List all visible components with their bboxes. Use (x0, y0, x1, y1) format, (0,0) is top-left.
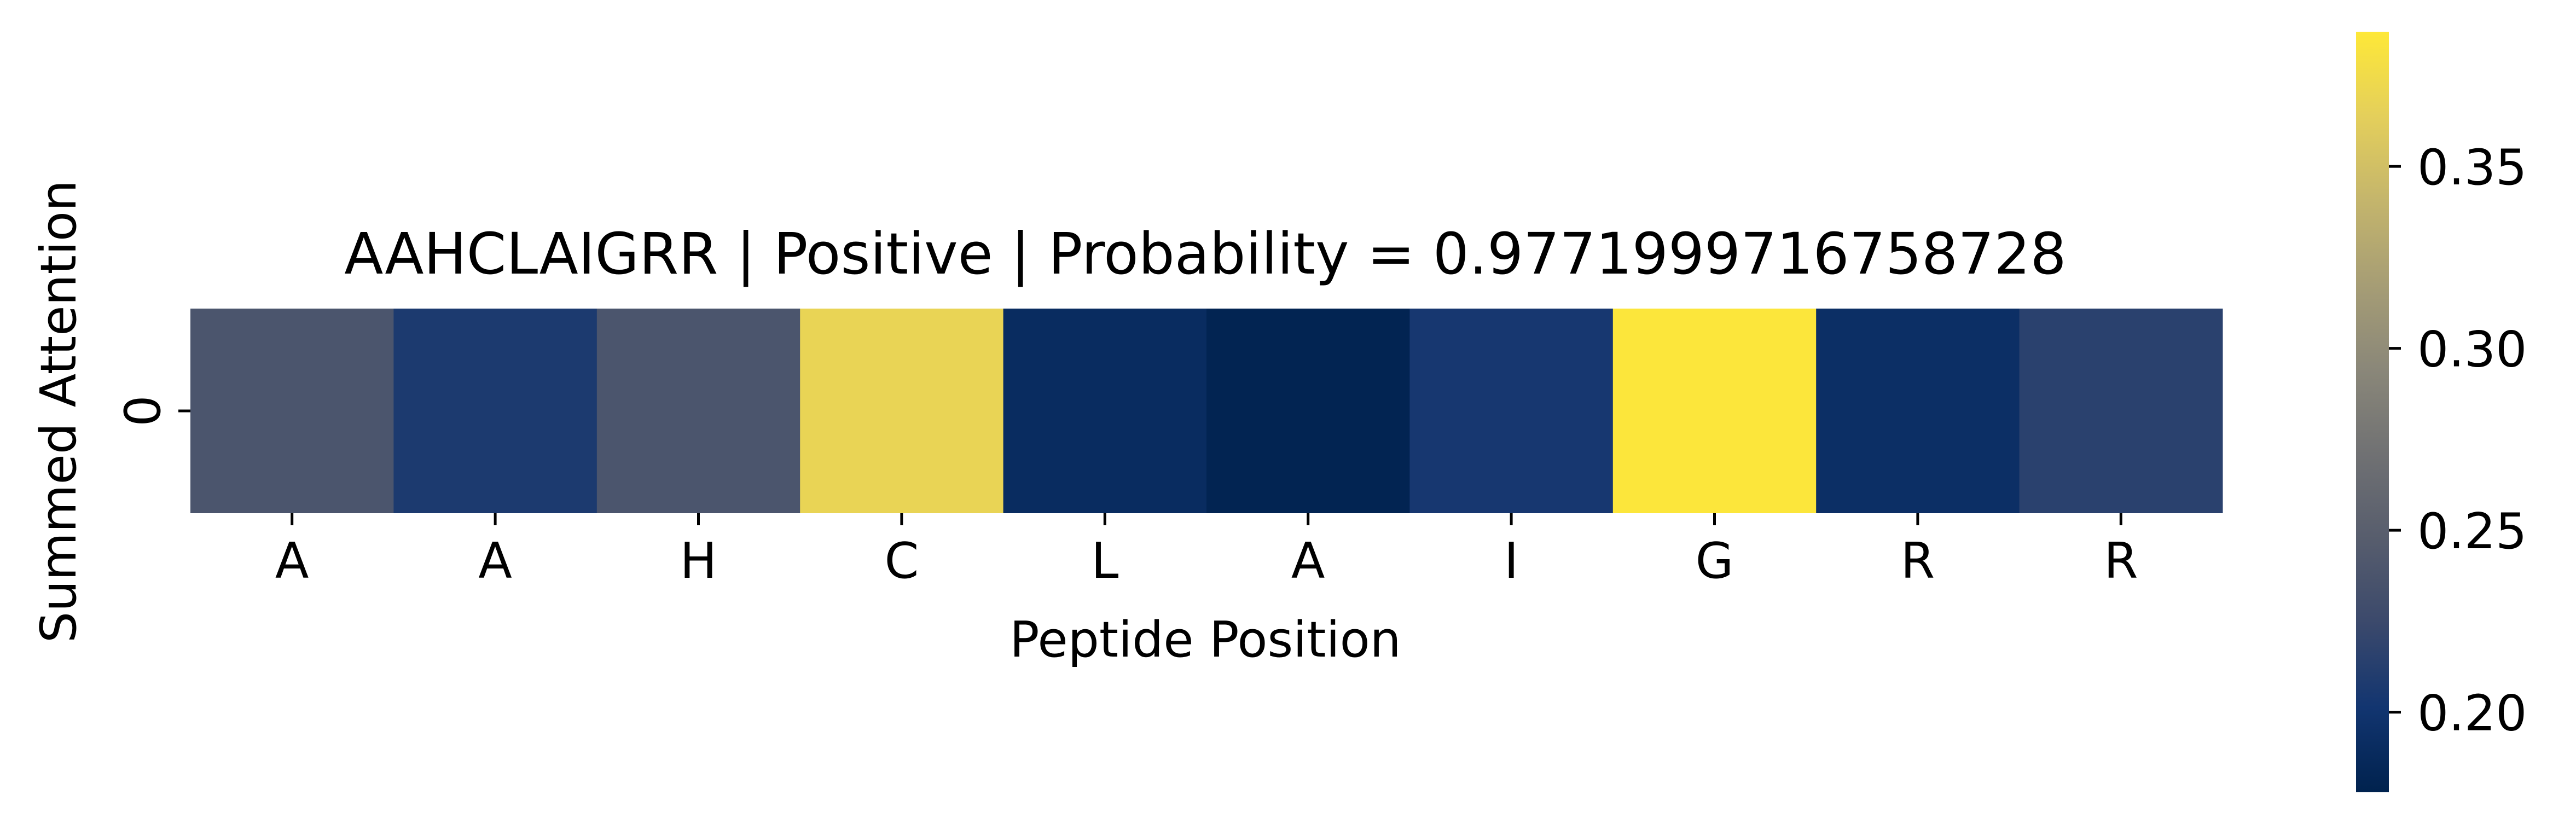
colorbar-tick-label: 0.30 (2417, 321, 2527, 379)
colorbar (2356, 32, 2389, 792)
heatmap-cell (1003, 309, 1207, 513)
heatmap-cell (2019, 309, 2223, 513)
y-axis-label: Summed Attention (30, 180, 88, 643)
chart-title: AAHCLAIGRR | Positive | Probability = 0.… (344, 220, 2066, 287)
colorbar-tick-label: 0.35 (2417, 139, 2527, 196)
heatmap-cell (1612, 309, 1817, 513)
colorbar-tick-label: 0.20 (2417, 685, 2527, 742)
x-tick-label: A (1291, 532, 1325, 590)
x-tick-label: L (1091, 532, 1118, 590)
x-tick-label: H (680, 532, 717, 590)
heatmap-cell (800, 309, 1004, 513)
heatmap-cells (190, 309, 2223, 513)
x-tick-label: G (1696, 532, 1734, 590)
x-axis-label: Peptide Position (1009, 611, 1401, 669)
heatmap-cell (393, 309, 597, 513)
x-tick-label: A (478, 532, 512, 590)
x-tick-label: A (275, 532, 309, 590)
colorbar-ticks: 0.20 0.25 0.30 0.35 (2389, 139, 2527, 742)
heatmap-cell (190, 309, 394, 513)
colorbar-tick-label: 0.25 (2417, 503, 2527, 560)
heatmap-cell (1816, 309, 2020, 513)
heatmap-cell (1206, 309, 1410, 513)
y-axis-ticks: 0 (114, 395, 190, 427)
x-tick-label: C (884, 532, 919, 590)
heatmap-cell (1409, 309, 1614, 513)
heatmap-cell (596, 309, 800, 513)
y-tick-label: 0 (114, 395, 172, 426)
x-tick-label: R (2104, 532, 2138, 590)
x-tick-label: R (1901, 532, 1935, 590)
x-tick-label: I (1504, 532, 1519, 590)
